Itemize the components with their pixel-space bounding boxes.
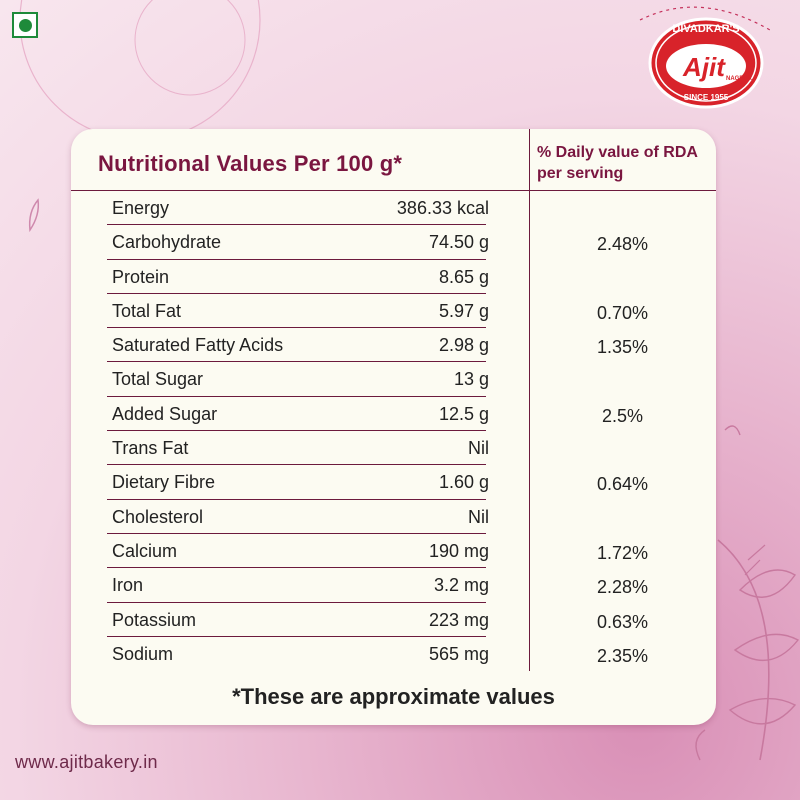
- logo-city-text: NAGPUR: [726, 76, 753, 82]
- table-row: Calcium 190 mg 1.72%: [71, 534, 716, 569]
- veg-symbol-icon: [12, 12, 38, 38]
- nutrient-name: Iron: [112, 575, 144, 596]
- nutrient-rda: 2.5%: [601, 405, 644, 426]
- table-row: Total Sugar 13 g: [71, 362, 716, 397]
- nutrient-name: Saturated Fatty Acids: [112, 335, 284, 356]
- row-divider: [107, 532, 486, 534]
- nutrient-name: Trans Fat: [112, 438, 189, 459]
- logo-top-text: DIVADKAR'S: [672, 23, 739, 35]
- nutrient-rda: 0.64%: [596, 474, 649, 495]
- row-divider: [107, 430, 486, 432]
- row-divider: [107, 327, 486, 329]
- nutrient-amount: 565 mg: [428, 643, 489, 664]
- nutrient-amount: Nil: [468, 438, 489, 459]
- table-row: Energy 386.33 kcal: [71, 191, 716, 226]
- nutrient-name: Carbohydrate: [112, 232, 222, 253]
- nutrient-rda: 2.48%: [596, 234, 649, 255]
- nutrient-name: Added Sugar: [112, 403, 218, 424]
- nutrient-name: Sodium: [112, 643, 174, 664]
- nutrition-title: Nutritional Values Per 100 g*: [98, 151, 403, 176]
- row-divider: [107, 361, 486, 363]
- nutrient-rda: 1.35%: [596, 337, 649, 358]
- table-row: Carbohydrate 74.50 g 2.48%: [71, 225, 716, 260]
- nutrient-amount: 3.2 mg: [433, 575, 489, 596]
- table-row: Potassium 223 mg 0.63%: [71, 603, 716, 637]
- nutrient-name: Total Sugar: [112, 369, 204, 390]
- table-row: Trans Fat Nil: [71, 431, 716, 466]
- row-divider: [107, 292, 486, 294]
- row-divider: [107, 258, 486, 260]
- nutrient-rda: 0.70%: [596, 302, 649, 323]
- nutrient-amount: 5.97 g: [438, 300, 489, 321]
- nutrient-amount: 12.5 g: [438, 403, 489, 424]
- nutrient-name: Cholesterol: [112, 506, 204, 527]
- header-divider: [71, 190, 716, 191]
- table-row: Dietary Fibre 1.60 g 0.64%: [71, 465, 716, 500]
- row-divider: [107, 635, 486, 637]
- nutrient-name: Protein: [112, 266, 170, 287]
- nutrient-amount: 8.65 g: [438, 266, 489, 287]
- table-row: Sodium 565 mg 2.35%: [71, 637, 716, 671]
- nutrient-amount: 190 mg: [428, 540, 489, 561]
- column-divider: [529, 129, 530, 671]
- veg-symbol-dot: [18, 18, 32, 32]
- row-divider: [107, 395, 486, 397]
- logo-since-text: SINCE 1955: [684, 93, 729, 102]
- nutrient-amount: 1.60 g: [438, 472, 489, 493]
- table-row: Protein 8.65 g: [71, 260, 716, 294]
- table-row: Total Fat 5.97 g 0.70%: [71, 294, 716, 329]
- nutrient-rda: 1.72%: [596, 542, 649, 563]
- nutrient-rda: 0.63%: [596, 611, 649, 632]
- website-link[interactable]: www.ajitbakery.in: [15, 752, 158, 772]
- nutrient-amount: 13 g: [453, 369, 489, 390]
- approximate-values-note: *These are approximate values: [232, 684, 555, 709]
- rda-column-header: % Daily value of RDA per serving: [537, 144, 698, 182]
- row-divider: [107, 464, 486, 466]
- table-row: Cholesterol Nil: [71, 500, 716, 534]
- nutrient-amount: 386.33 kcal: [396, 198, 489, 218]
- nutrition-rows: Energy 386.33 kcal Carbohydrate 74.50 g 2.4…: [71, 191, 716, 671]
- nutrient-amount: Nil: [468, 506, 489, 527]
- table-row: Iron 3.2 mg 2.28%: [71, 568, 716, 603]
- row-divider: [107, 224, 486, 226]
- nutrient-rda: 2.35%: [596, 645, 649, 666]
- nutrient-amount: 74.50 g: [428, 232, 489, 253]
- row-divider: [107, 567, 486, 569]
- nutrient-name: Dietary Fibre: [112, 472, 216, 493]
- nutrient-amount: 223 mg: [428, 609, 489, 630]
- row-divider: [107, 601, 486, 603]
- ajit-logo: DIVADKAR'S Ajit NAGPUR SINCE 1955: [648, 17, 764, 109]
- nutrient-rda: 2.28%: [596, 577, 649, 598]
- nutrition-card: Nutritional Values Per 100 g* % Daily va…: [71, 129, 716, 725]
- table-row: Added Sugar 12.5 g 2.5%: [71, 397, 716, 432]
- nutrient-amount: 2.98 g: [438, 335, 489, 356]
- nutrient-name: Potassium: [112, 609, 197, 630]
- row-divider: [107, 498, 486, 500]
- logo-brand-text: Ajit: [682, 52, 726, 82]
- nutrient-name: Energy: [112, 198, 170, 218]
- nutrient-name: Total Fat: [112, 300, 182, 321]
- nutrient-name: Calcium: [112, 540, 178, 561]
- table-row: Saturated Fatty Acids 2.98 g 1.35%: [71, 328, 716, 363]
